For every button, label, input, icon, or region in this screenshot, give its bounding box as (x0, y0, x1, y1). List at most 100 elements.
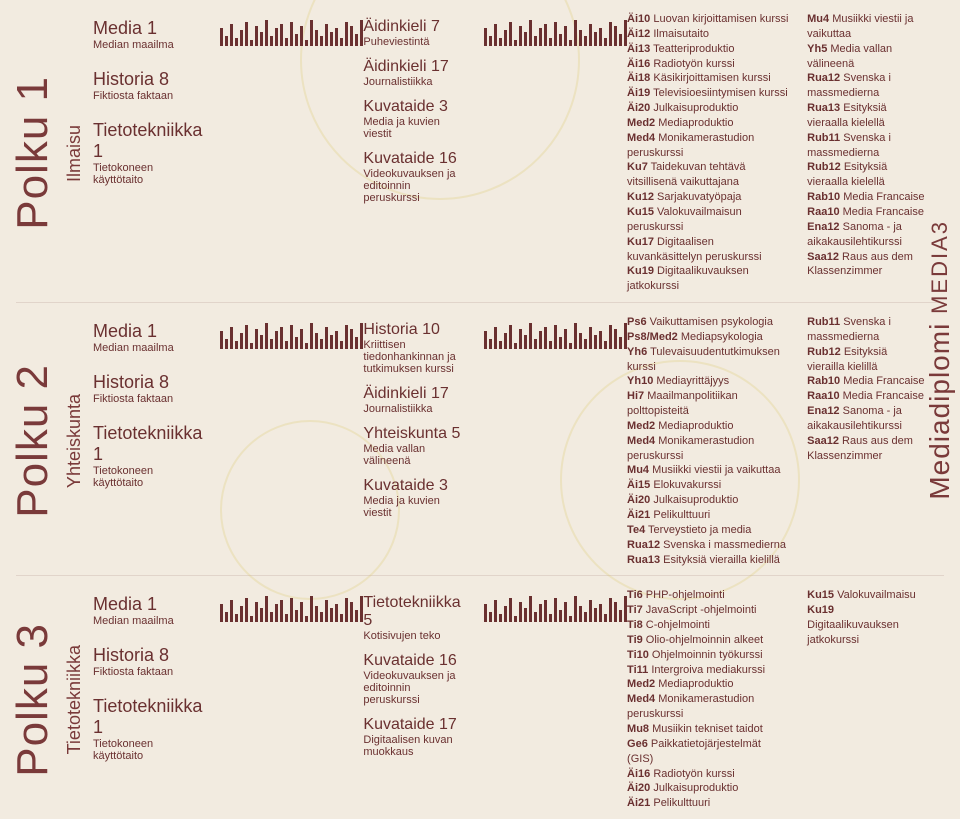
list-item: Rub12 Esityksiä vierailla kielillä (807, 345, 926, 375)
course-sub: Media ja kuvien viestit (363, 116, 466, 140)
path-row: Polku 3TietotekniikkaMedia 1Median maail… (0, 576, 960, 819)
list-item: Äi21 Pelikulttuuri (627, 508, 789, 523)
list-item: Ti7 JavaScript -ohjelmointi (627, 603, 789, 618)
list-item: Äi10 Luovan kirjoittamisen kurssi (627, 12, 789, 27)
list-item: Rua13 Esityksiä vierailla kielillä (627, 553, 789, 568)
list-item: Hi7 Maailmanpolitiikan polttopisteitä (627, 389, 789, 419)
course-heading: Kuvataide 3 (363, 477, 466, 495)
list-item: Rua12 Svenska i massmedierna (627, 538, 789, 553)
course-heading: Kuvataide 3 (363, 98, 466, 116)
column-list-a: Äi10 Luovan kirjoittamisen kurssiÄi12 Il… (627, 12, 789, 294)
list-item: Rab10 Media Francaise (807, 374, 926, 389)
list-item: Ku17 Digitaalisen kuvankäsittelyn perusk… (627, 235, 789, 265)
list-item: Äi12 Ilmaisutaito (627, 27, 789, 42)
list-item: Yh10 Mediayrittäjyys (627, 374, 789, 389)
column-list-b: Ku15 ValokuvailmaisuKu19 Digitaalikuvauk… (807, 588, 926, 647)
list-item: Rub11 Svenska i massmedierna (807, 131, 926, 161)
course-sub: Videokuvauksen ja editoinnin peruskurssi (363, 670, 466, 706)
course-heading: Historia 8 (93, 372, 202, 393)
course-heading: Tietotekniikka 1 (93, 696, 202, 738)
list-item: Med4 Monikamerastudion peruskurssi (627, 434, 789, 464)
list-item: Rua13 Esityksiä vieraalla kielellä (807, 101, 926, 131)
course-heading: Kuvataide 16 (363, 652, 466, 670)
column-list-b: Mu4 Musiikki viestii ja vaikuttaaYh5 Med… (807, 12, 926, 279)
list-item: Ge6 Paikkatietojärjestelmät (GIS) (627, 737, 789, 767)
list-item: Ti6 PHP-ohjelmointi (627, 588, 789, 603)
column-list-a: Ti6 PHP-ohjelmointiTi7 JavaScript -ohjel… (627, 588, 789, 811)
list-item: Ps8/Med2 Mediapsykologia (627, 330, 789, 345)
list-item: Äi20 Julkaisuproduktio (627, 781, 789, 796)
list-item: Yh5 Media vallan välineenä (807, 42, 926, 72)
list-item: Ti10 Ohjelmoinnin työkurssi (627, 648, 789, 663)
course-heading: Historia 8 (93, 645, 202, 666)
list-item: Ku19 Digitaalikuvauksen jatkokurssi (627, 264, 789, 294)
column-core: Media 1Median maailmaHistoria 8Fiktiosta… (93, 315, 202, 501)
list-item: Äi15 Elokuvakurssi (627, 478, 789, 493)
list-item: Ps6 Vaikuttamisen psykologia (627, 315, 789, 330)
column-secondary: Äidinkieli 7Puheviestintä Äidinkieli 17Jo… (363, 12, 466, 208)
course-sub: Digitaalisen kuvan muokkaus (363, 734, 466, 758)
path-row: Polku 2YhteiskuntaMedia 1Median maailmaH… (0, 303, 960, 575)
list-item: Rub12 Esityksiä vieraalla kielellä (807, 160, 926, 190)
course-sub: Puheviestintä (363, 36, 466, 48)
list-item: Mu4 Musiikki viestii ja vaikuttaa (627, 463, 789, 478)
path-row: Polku 1IlmaisuMedia 1Median maailmaHisto… (0, 0, 960, 302)
course-heading: Historia 8 (93, 69, 202, 90)
course-heading: Historia 10 (363, 321, 466, 339)
path-subtitle: Ilmaisu (64, 125, 85, 182)
course-heading: Tietotekniikka 1 (93, 120, 202, 162)
path-title: Polku 1 (8, 76, 58, 230)
list-item: Saa12 Raus aus dem Klassenzimmer (807, 250, 926, 280)
course-sub: Kotisivujen teko (363, 630, 466, 642)
list-item: Ti9 Olio-ohjelmoinnin alkeet (627, 633, 789, 648)
barcode-decoration (220, 596, 363, 622)
course-heading: Media 1 (93, 321, 202, 342)
list-item: Ku19 Digitaalikuvauksen jatkokurssi (807, 603, 926, 648)
list-item: Äi18 Käsikirjoittamisen kurssi (627, 71, 789, 86)
course-sub: Fiktiosta faktaan (93, 666, 202, 678)
list-item: Rab10 Media Francaise (807, 190, 926, 205)
course-heading: Tietotekniikka 5 (363, 594, 466, 630)
course-sub: Tietokoneen käyttötaito (93, 162, 202, 186)
course-heading: Yhteiskunta 5 (363, 425, 466, 443)
course-sub: Media ja kuvien viestit (363, 495, 466, 519)
course-sub: Media vallan välineenä (363, 443, 466, 467)
course-sub: Journalistiikka (363, 76, 466, 88)
column-core: Media 1Median maailma Historia 8Fiktiosta… (93, 588, 202, 774)
course-heading: Äidinkieli 17 (363, 58, 466, 76)
course-sub: Kriittisen tiedonhankinnan ja tutkimukse… (363, 339, 466, 375)
list-item: Äi21 Pelikulttuuri (627, 796, 789, 811)
list-item: Ku15 Valokuvailmaisu (807, 588, 926, 603)
list-item: Ti8 C-ohjelmointi (627, 618, 789, 633)
path-subtitle: Tietotekniikka (64, 645, 85, 754)
column-core: Media 1Median maailmaHistoria 8Fiktiosta… (93, 12, 202, 198)
course-sub: Median maailma (93, 615, 202, 627)
column-secondary: Historia 10Kriittisen tiedonhankinnan ja… (363, 315, 466, 523)
list-item: Ti11 Intergroiva mediakurssi (627, 663, 789, 678)
column-list-b: Rub11 Svenska i massmediernaRub12 Esityk… (807, 315, 926, 463)
column-list-a: Ps6 Vaikuttamisen psykologiaPs8/Med2 Med… (627, 315, 789, 567)
course-sub: Videokuvauksen ja editoinnin peruskurssi (363, 168, 466, 204)
barcode-decoration (220, 20, 363, 46)
path-title: Polku 2 (8, 364, 58, 518)
list-item: Saa12 Raus aus dem Klassenzimmer (807, 434, 926, 464)
list-item: Äi19 Televisioesiintymisen kurssi (627, 86, 789, 101)
course-heading: Kuvataide 17 (363, 716, 466, 734)
list-item: Mu4 Musiikki viestii ja vaikuttaa (807, 12, 926, 42)
course-heading: Äidinkieli 7 (363, 18, 466, 36)
list-item: Äi13 Teatteriproduktio (627, 42, 789, 57)
list-item: Äi20 Julkaisuproduktio (627, 493, 789, 508)
list-item: Med4 Monikamerastudion peruskurssi (627, 131, 789, 161)
list-item: Med4 Monikamerastudion peruskurssi (627, 692, 789, 722)
course-sub: Journalistiikka (363, 403, 466, 415)
course-sub: Median maailma (93, 39, 202, 51)
list-item: Ku7 Taidekuvan tehtävä vitsillisenä vaik… (627, 160, 789, 190)
course-sub: Median maailma (93, 342, 202, 354)
list-item: Rua12 Svenska i massmedierna (807, 71, 926, 101)
list-item: Raa10 Media Francaise (807, 389, 926, 404)
list-item: Te4 Terveystieto ja media (627, 523, 789, 538)
list-item: Äi16 Radiotyön kurssi (627, 767, 789, 782)
course-heading: Kuvataide 16 (363, 150, 466, 168)
course-heading: Äidinkieli 17 (363, 385, 466, 403)
course-heading: Media 1 (93, 594, 202, 615)
